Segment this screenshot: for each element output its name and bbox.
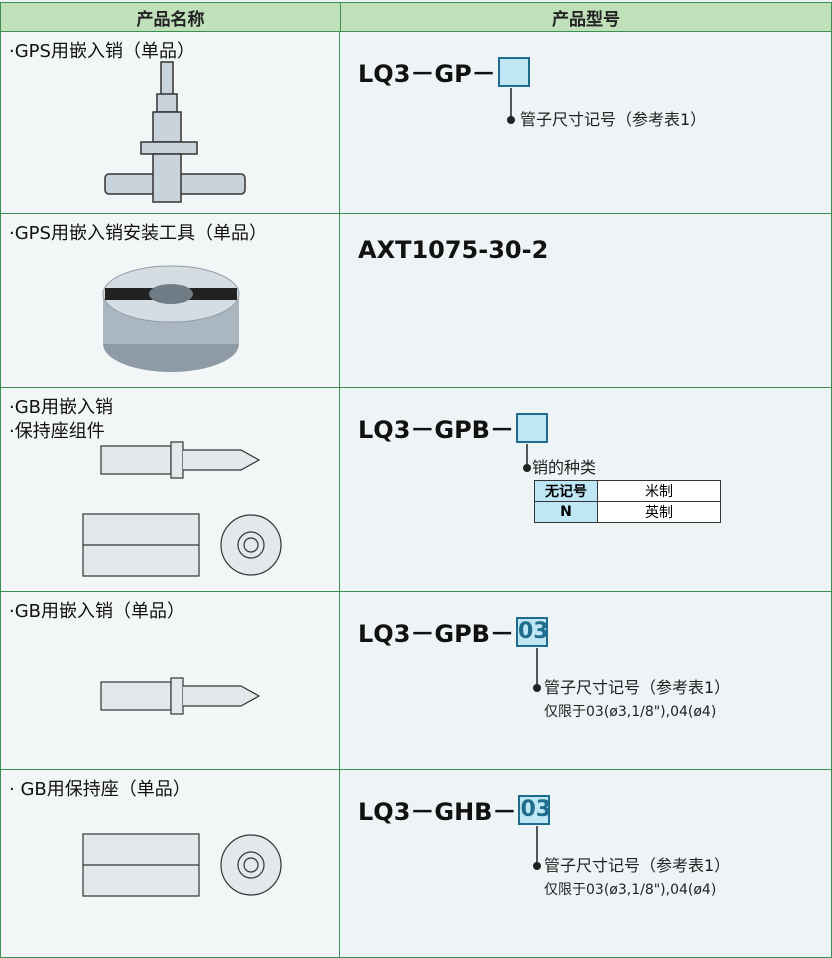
table-row: ·GB用嵌入销 ·保持座组件 LQ3－GPB－ 销的种类 无记号 米制 N 英制 [0,388,832,592]
holder-illustration [82,833,282,897]
note-line: 管子尺寸记号（参考表1） [544,678,731,697]
table-row: ·GB用嵌入销（单品） LQ3－GPB－ 03 管子尺寸记号（参考表1） 仅限于03… [0,592,832,770]
model-code: LQ3－GPB－ [358,416,514,444]
model-cell: LQ3－GPB－ 销的种类 无记号 米制 N 英制 [340,388,832,591]
code-box [515,412,548,443]
name-cell: ·GPS用嵌入销（单品） [0,32,340,213]
product-name: ·GPS用嵌入销安装工具（单品） [9,223,267,244]
model-code: LQ3－GPB－ [358,620,514,648]
header-cell: 产品型号 [340,2,832,32]
option-value: 英制 [597,501,721,523]
connector [533,826,541,870]
connector [507,88,515,124]
code-box: 03 [518,794,551,825]
tool-illustration [102,265,240,372]
note: 销的种类 [532,458,597,477]
name-cell: ·GB用嵌入销（单品） [0,592,340,769]
model-code: LQ3－GHB－ [358,798,517,826]
pin-illustration [100,677,261,715]
table-row: ·GPS用嵌入销（单品） LQ3－GP－ 管子尺寸记号（参考表1） [0,32,832,214]
pin-holder-illustration [82,441,282,577]
model-cell: LQ3－GP－ 管子尺寸记号（参考表1） [340,32,832,213]
name-line: ·GB用嵌入销 [9,397,114,418]
model-code: LQ3－GP－ [358,60,496,88]
connector [523,444,531,472]
name-cell: ·GB用嵌入销 ·保持座组件 [0,388,340,591]
header-cell: 产品名称 [0,2,341,32]
name-line: ·保持座组件 [9,421,105,442]
pin-illustration [104,61,246,203]
product-name: ·GPS用嵌入销（单品） [9,41,195,62]
note-line: 仅限于03(ø3,1/8"),04(ø4) [544,704,717,720]
product-name: · GB用保持座（单品） [9,779,191,800]
option-key: N [534,501,598,523]
note-line: 仅限于03(ø3,1/8"),04(ø4) [544,882,717,898]
model-cell: LQ3－GPB－ 03 管子尺寸记号（参考表1） 仅限于03(ø3,1/8"),04… [340,592,832,769]
note-line: 管子尺寸记号（参考表1） [544,856,731,875]
note: 管子尺寸记号（参考表1） 仅限于03(ø3,1/8"),04(ø4) [544,676,730,724]
product-name: ·GB用嵌入销 ·保持座组件 [9,396,113,444]
option-value: 米制 [597,480,721,502]
name-cell: · GB用保持座（单品） [0,770,340,957]
code-box [497,56,530,87]
code-box: 03 [515,616,549,647]
table-row: ·GPS用嵌入销安装工具（单品） AXT1075-30-2 [0,214,832,388]
connector [533,648,541,692]
model-code: AXT1075-30-2 [358,236,549,264]
table-row: · GB用保持座（单品） LQ3－GHB－ 03 管子尺寸记号（参考表1） 仅限于0… [0,770,832,958]
note: 管子尺寸记号（参考表1） 仅限于03(ø3,1/8"),04(ø4) [544,854,730,902]
option-table: 无记号 米制 N 英制 [534,480,721,523]
option-key: 无记号 [534,480,598,502]
model-cell: LQ3－GHB－ 03 管子尺寸记号（参考表1） 仅限于03(ø3,1/8"),04… [340,770,832,957]
product-name: ·GB用嵌入销（单品） [9,601,186,622]
model-cell: AXT1075-30-2 [340,214,832,387]
note: 管子尺寸记号（参考表1） [520,110,707,129]
name-cell: ·GPS用嵌入销安装工具（单品） [0,214,340,387]
